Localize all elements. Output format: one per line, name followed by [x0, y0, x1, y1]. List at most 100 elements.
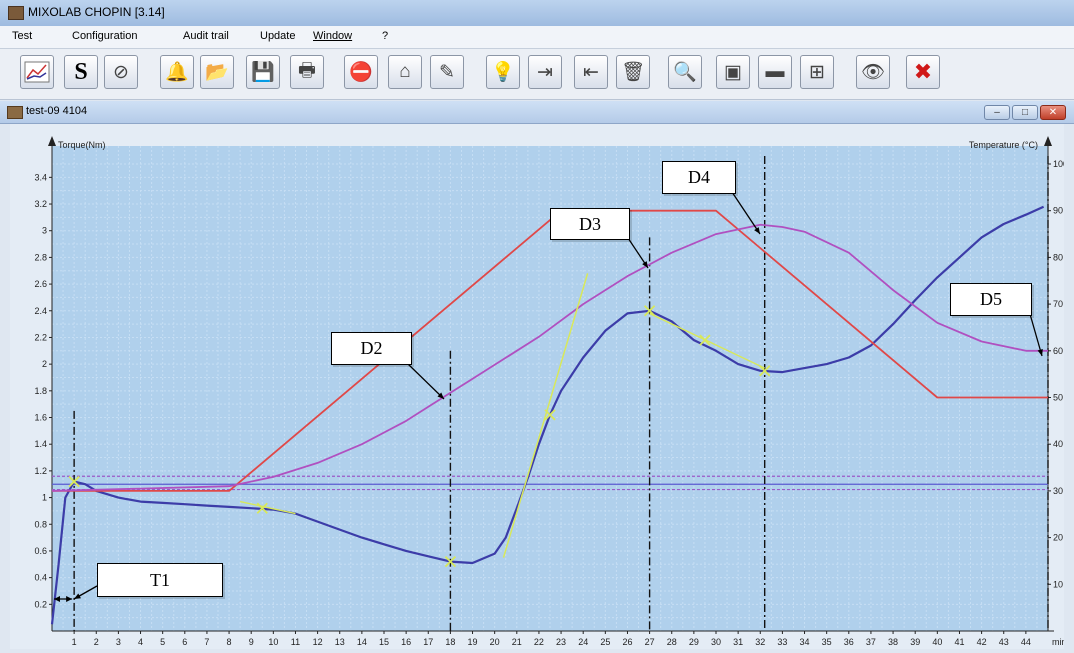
y-right-tick-label: 60: [1053, 346, 1063, 356]
y-axis-right-label: Temperature (°C): [969, 140, 1038, 150]
annotation-arrowhead: [754, 227, 760, 234]
x-tick-label: 18: [445, 637, 455, 647]
y-right-tick-label: 100: [1053, 159, 1064, 169]
app-icon: [8, 6, 24, 20]
point-marker: [699, 334, 711, 346]
y-left-tick-label: 1.4: [34, 439, 47, 449]
pen-icon[interactable]: ✎: [430, 55, 464, 89]
x-tick-label: 44: [1021, 637, 1031, 647]
menu-window[interactable]: Window: [313, 30, 353, 42]
compass-icon[interactable]: ⊘: [104, 55, 138, 89]
zoom-icon[interactable]: 🔍: [668, 55, 702, 89]
toolbar: S ⊘ 🔔 📂 💾 🖶 ⛔ ⌂ ✎ 💡 ⇥ ⇤ 🗑 🔍 ▣ ▬ ⊞ 👁 ✖: [0, 49, 1074, 100]
x-tick-label: 40: [932, 637, 942, 647]
export-icon[interactable]: ⇥: [528, 55, 562, 89]
child-window-titlebar: test-09 4104 – □ ✕: [0, 101, 1074, 124]
x-tick-label: 5: [160, 637, 165, 647]
y-left-tick-label: 2.2: [34, 332, 47, 342]
x-tick-label: 20: [490, 637, 500, 647]
y-left-tick-label: 3: [42, 226, 47, 236]
lightbulb-icon[interactable]: 💡: [486, 55, 520, 89]
menu-audit-trail[interactable]: Audit trail: [183, 30, 229, 42]
y-left-tick-label: 0.8: [34, 519, 47, 529]
close-red-icon[interactable]: ✖: [906, 55, 940, 89]
x-tick-label: 17: [423, 637, 433, 647]
x-tick-label: 41: [954, 637, 964, 647]
annotation-arrow: [731, 191, 761, 235]
x-tick-label: 35: [822, 637, 832, 647]
y-right-tick-label: 70: [1053, 299, 1063, 309]
x-axis-label: min: [1052, 637, 1064, 647]
y-axis-left-arrow: [48, 136, 56, 146]
t1-range-arrow: [54, 596, 73, 602]
y-left-tick-label: 0.4: [34, 573, 47, 583]
y-left-tick-label: 2.6: [34, 279, 47, 289]
x-tick-label: 2: [94, 637, 99, 647]
x-tick-label: 31: [733, 637, 743, 647]
y-left-tick-label: 1: [42, 493, 47, 503]
series-fit: [502, 273, 589, 558]
x-tick-label: 26: [622, 637, 632, 647]
annotation-arrow: [407, 363, 445, 400]
maximize-button[interactable]: □: [1012, 105, 1038, 120]
close-button[interactable]: ✕: [1040, 105, 1066, 120]
home-icon[interactable]: ⌂: [388, 55, 422, 89]
bell-icon[interactable]: 🔔: [160, 55, 194, 89]
s-icon[interactable]: S: [64, 55, 98, 89]
point-marker: [444, 555, 457, 568]
trash-icon[interactable]: 🗑: [616, 55, 650, 89]
annotation-d5: D5: [950, 283, 1032, 316]
y-left-tick-label: 0.6: [34, 546, 47, 556]
x-tick-label: 1: [72, 637, 77, 647]
menu-help[interactable]: ?: [382, 30, 389, 42]
y-left-tick-label: 3.4: [34, 172, 47, 182]
x-tick-label: 22: [534, 637, 544, 647]
x-tick-label: 27: [645, 637, 655, 647]
minimize-button[interactable]: –: [984, 105, 1010, 120]
x-tick-label: 7: [204, 637, 209, 647]
y-axis-left-label: Torque(Nm): [58, 140, 106, 150]
annotation-t1: T1: [97, 563, 223, 597]
x-tick-label: 32: [755, 637, 765, 647]
stop-icon[interactable]: ⛔: [344, 55, 378, 89]
child-window-title: test-09 4104: [26, 105, 88, 117]
overlay-icon[interactable]: ⊞: [800, 55, 834, 89]
y-right-tick-label: 50: [1053, 393, 1063, 403]
print-icon[interactable]: 🖶: [290, 55, 324, 89]
y-right-tick-label: 90: [1053, 206, 1063, 216]
y-right-tick-label: 10: [1053, 579, 1063, 589]
import-icon[interactable]: ⇤: [574, 55, 608, 89]
x-tick-label: 30: [711, 637, 721, 647]
open-folder-icon[interactable]: 📂: [200, 55, 234, 89]
y-right-tick-label: 30: [1053, 486, 1063, 496]
chart-window-icon: [7, 106, 23, 119]
annotation-d3: D3: [550, 208, 630, 240]
x-tick-label: 38: [888, 637, 898, 647]
menu-update[interactable]: Update: [260, 30, 296, 42]
x-tick-label: 28: [667, 637, 677, 647]
annotation-arrowhead: [437, 392, 444, 399]
x-tick-label: 23: [556, 637, 566, 647]
graph-icon[interactable]: [20, 55, 54, 89]
x-tick-label: 19: [468, 637, 478, 647]
x-tick-label: 29: [689, 637, 699, 647]
fit-segment: [239, 500, 296, 515]
y-left-tick-label: 2.8: [34, 252, 47, 262]
x-tick-label: 13: [335, 637, 345, 647]
annotation-arrowhead: [642, 261, 648, 268]
save-icon[interactable]: 💾: [246, 55, 280, 89]
y-right-tick-label: 80: [1053, 252, 1063, 262]
x-tick-label: 4: [138, 637, 143, 647]
eye-icon[interactable]: 👁: [856, 55, 890, 89]
point-marker: [759, 365, 771, 377]
window-title: MIXOLAB CHOPIN [3.14]: [28, 5, 165, 19]
calibrate-icon[interactable]: ▣: [716, 55, 750, 89]
ruler-icon[interactable]: ▬: [758, 55, 792, 89]
point-marker: [544, 409, 556, 421]
y-left-tick-label: 2.4: [34, 306, 47, 316]
y-axis-right-arrow: [1044, 136, 1052, 146]
menu-configuration[interactable]: Configuration: [72, 30, 138, 42]
series-dough_temp: [51, 223, 1048, 492]
menu-test[interactable]: Test: [12, 30, 33, 42]
x-tick-label: 16: [401, 637, 411, 647]
